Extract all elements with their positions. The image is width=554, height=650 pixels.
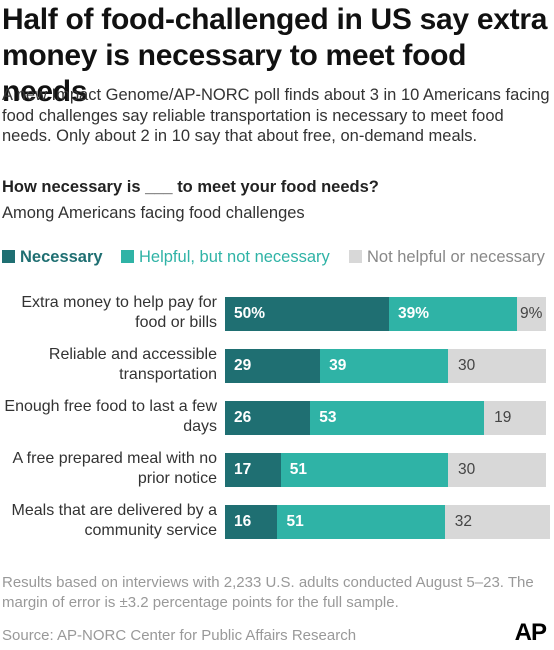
data-label: 16 (234, 513, 252, 530)
data-label: 51 (286, 513, 304, 530)
category-label: Enough free food to last a few days (4, 398, 217, 435)
footnote: Results based on interviews with 2,233 U… (2, 574, 534, 611)
legend-swatch-helpful (121, 250, 134, 263)
data-label: 51 (289, 461, 307, 478)
bar-segment-not-helpful: 30 (448, 453, 547, 487)
data-label: 32 (454, 513, 472, 530)
legend-item-not-helpful: Not helpful or necessary (349, 246, 545, 268)
bar-segment-not-helpful: 32 (444, 505, 550, 539)
bar-segment-not-helpful: 30 (448, 349, 547, 383)
legend-swatch-necessary (2, 250, 15, 263)
data-label: 29 (234, 357, 252, 374)
legend-item-helpful: Helpful, but not necessary (121, 246, 330, 268)
data-label: 30 (458, 461, 476, 478)
chart-intro: A new Impact Genome/AP-NORC poll finds a… (2, 86, 550, 145)
legend-swatch-not-helpful (349, 250, 362, 263)
bar-segment-necessary: 16 (225, 505, 278, 539)
bar-row: Extra money to help pay for food or bill… (0, 292, 554, 336)
bar-row: A free prepared meal with no prior notic… (0, 448, 554, 492)
bar-segment-helpful: 53 (310, 401, 485, 435)
stacked-bar-chart: Extra money to help pay for food or bill… (0, 292, 554, 552)
bar-segment-not-helpful: 19 (484, 401, 547, 435)
data-label: 39% (398, 305, 430, 322)
bar-segment-helpful: 39 (320, 349, 449, 383)
category-label: Meals that are delivered by a community … (11, 502, 217, 539)
bar-row: Meals that are delivered by a community … (0, 500, 554, 544)
legend-item-necessary: Necessary (2, 246, 103, 268)
legend-label-necessary: Necessary (20, 248, 103, 266)
source-note: Source: AP-NORC Center for Public Affair… (2, 627, 357, 644)
legend-label-not-helpful: Not helpful or necessary (367, 248, 545, 266)
data-label: 50% (234, 305, 266, 322)
category-label: Reliable and accessible transportation (48, 346, 217, 383)
data-label: 17 (234, 461, 252, 478)
legend-label-helpful: Helpful, but not necessary (139, 248, 330, 266)
bar-segment-helpful: 39% (389, 297, 517, 331)
bar-segment-helpful: 51 (277, 505, 445, 539)
survey-subquestion: Among Americans facing food challenges (2, 204, 305, 222)
bar-segment-necessary: 17 (225, 453, 281, 487)
data-label: 19 (494, 409, 512, 426)
chart-legend: Necessary Helpful, but not necessary Not… (2, 246, 554, 268)
bar-segment-helpful: 51 (280, 453, 449, 487)
data-label: 30 (458, 357, 476, 374)
bar-segment-necessary: 50% (225, 297, 389, 331)
bar-row: Reliable and accessible transportation 29… (0, 344, 554, 388)
category-label: A free prepared meal with no prior notic… (12, 450, 217, 487)
category-label: Extra money to help pay for food or bill… (21, 294, 217, 331)
data-label: 26 (234, 409, 252, 426)
data-label: 9% (520, 305, 543, 322)
data-label: 53 (319, 409, 337, 426)
bar-segment-necessary: 29 (225, 349, 321, 383)
ap-logo: AP (514, 619, 547, 646)
chart-headline: Half of food-challenged in US say extra … (2, 3, 548, 108)
bar-segment-necessary: 26 (225, 401, 311, 435)
bar-segment-not-helpful: 9% (516, 297, 547, 331)
data-label: 39 (329, 357, 347, 374)
bar-row: Enough free food to last a few days 26 53 1… (0, 396, 554, 440)
survey-question: How necessary is ___ to meet your food n… (2, 178, 379, 196)
